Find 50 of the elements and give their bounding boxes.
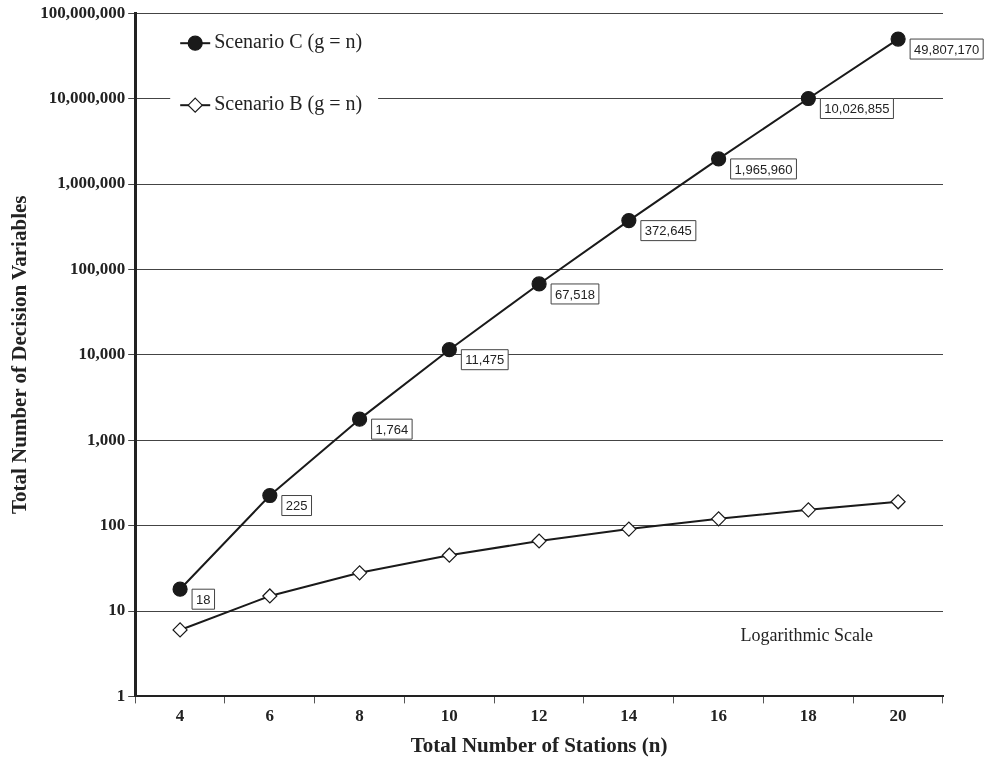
y-tick-label: 100,000 <box>69 258 126 278</box>
point <box>441 342 457 358</box>
y-tick-label: 1,000,000 <box>57 173 126 193</box>
data-label: 18 <box>196 591 211 607</box>
data-label: 67,518 <box>555 286 595 302</box>
x-axis-title: Total Number of Stations (n) <box>410 732 668 757</box>
point <box>621 521 637 537</box>
annotation: Logarithmic Scale <box>740 625 874 646</box>
point <box>262 588 278 604</box>
point <box>351 411 368 427</box>
point <box>890 494 906 510</box>
y-tick-label: 100,000,000 <box>40 2 126 22</box>
x-tick-label: 8 <box>355 705 364 725</box>
data-label: 10,026,855 <box>824 101 890 117</box>
point <box>531 276 547 292</box>
legend-label: Scenario B (g = n) <box>214 92 363 116</box>
x-tick-label: 18 <box>799 705 817 725</box>
point <box>262 487 278 504</box>
data-label: 1,764 <box>375 421 409 437</box>
point <box>800 502 816 518</box>
legend-label: Scenario C (g = n) <box>214 30 363 54</box>
point <box>441 547 457 563</box>
point <box>172 581 188 597</box>
y-axis-title: Total Number of Decision Variables <box>7 195 32 515</box>
x-tick-label: 6 <box>265 705 275 725</box>
point <box>531 533 547 549</box>
point <box>172 622 188 638</box>
data-label: 1,965,960 <box>734 161 793 177</box>
point <box>890 31 906 47</box>
point <box>351 565 368 581</box>
y-tick-label: 1,000 <box>86 429 126 449</box>
data-label: 372,645 <box>644 223 692 239</box>
point <box>800 90 816 107</box>
x-tick-label: 10 <box>440 705 458 725</box>
point <box>711 151 727 167</box>
y-tick-label: 10,000,000 <box>48 87 126 107</box>
point <box>621 213 637 229</box>
x-tick-label: 4 <box>175 705 185 725</box>
x-tick-label: 16 <box>710 705 728 725</box>
point <box>711 511 727 527</box>
y-tick-label: 1 <box>116 685 126 705</box>
data-label: 49,807,170 <box>914 41 980 57</box>
x-tick-label: 20 <box>889 705 907 725</box>
x-tick-label: 14 <box>620 705 638 725</box>
data-label: 225 <box>285 498 308 514</box>
x-tick-label: 12 <box>530 705 548 725</box>
y-tick-label: 100 <box>99 514 126 534</box>
y-tick-label: 10 <box>108 600 126 620</box>
data-label: 11,475 <box>465 352 505 368</box>
y-tick-label: 10,000 <box>78 344 126 364</box>
